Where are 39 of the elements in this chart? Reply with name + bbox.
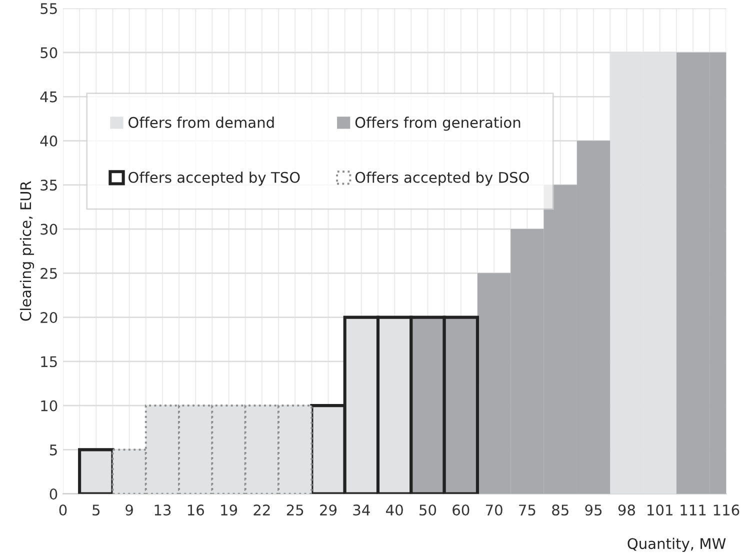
x-tick-label: 19: [221, 504, 238, 516]
x-tick-label: 60: [452, 504, 470, 516]
y-tick-label: 30: [40, 224, 58, 235]
x-tick-label: 9: [126, 504, 133, 516]
x-tick-label: 50: [420, 504, 436, 516]
x-tick-label: 85: [552, 504, 568, 516]
y-tick-label: 55: [40, 3, 57, 14]
x-tick-label: 111: [680, 504, 706, 516]
legend-label: Offers accepted by TSO: [128, 172, 300, 186]
x-tick-label: 98: [618, 504, 635, 516]
y-tick-label: 50: [40, 47, 58, 58]
x-tick-label: 116: [714, 504, 740, 516]
legend-label: Offers accepted by DSO: [355, 172, 529, 186]
legend-label: Offers from generation: [355, 116, 520, 131]
x-tick-label: 22: [254, 504, 270, 516]
y-tick-label: 20: [40, 312, 58, 324]
x-tick-label: 34: [353, 504, 370, 516]
x-axis-title: Quantity, MW: [628, 538, 726, 552]
x-tick-label: 101: [648, 504, 672, 516]
x-tick-label: 70: [486, 504, 502, 516]
y-tick-label: 35: [40, 180, 57, 191]
y-tick-label: 15: [41, 356, 57, 368]
y-tick-label: 40: [40, 135, 58, 147]
x-tick-label: 13: [154, 504, 171, 516]
y-tick-label: 45: [40, 92, 57, 102]
y-tick-label: 10: [41, 400, 58, 412]
legend-label: Offers from demand: [128, 116, 274, 128]
x-tick-label: 95: [585, 504, 602, 516]
x-tick-label: 29: [320, 504, 337, 516]
y-axis-title: Clearing price, EUR: [20, 181, 34, 321]
x-tick-label: 16: [188, 504, 204, 516]
x-tick-label: 0: [59, 504, 67, 516]
x-tick-label: 40: [386, 504, 403, 516]
y-tick-label: 0: [50, 488, 58, 500]
x-tick-label: 25: [286, 504, 304, 516]
y-tick-label: 25: [40, 268, 57, 279]
y-tick-label: 5: [50, 444, 57, 456]
x-tick-label: 5: [92, 504, 100, 516]
x-tick-label: 75: [519, 504, 536, 516]
